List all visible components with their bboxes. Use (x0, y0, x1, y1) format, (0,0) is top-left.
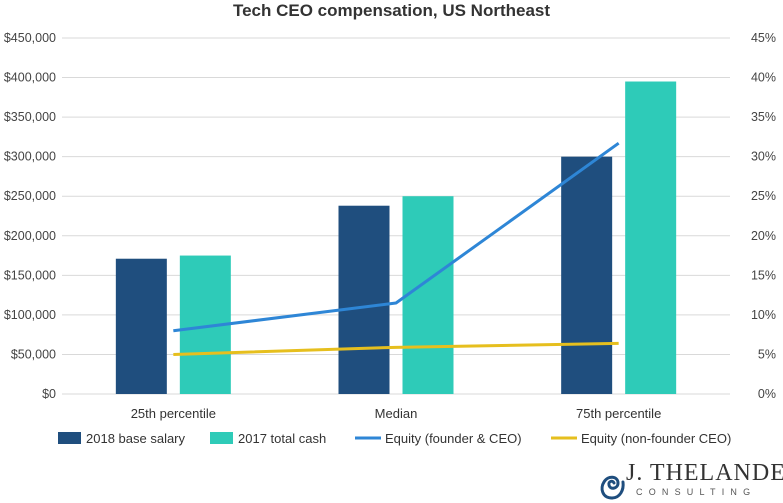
series-lines (173, 141, 620, 356)
right-tick-label: 45% (751, 31, 776, 45)
left-tick-label: $0 (42, 387, 56, 401)
series-line (173, 141, 620, 333)
left-tick-label: $200,000 (4, 229, 56, 243)
category-label: Median (375, 406, 418, 421)
right-tick-label: 10% (751, 308, 776, 322)
right-tick-label: 0% (758, 387, 776, 401)
left-tick-label: $450,000 (4, 31, 56, 45)
bar (402, 196, 454, 394)
gridlines (62, 37, 730, 395)
right-tick-label: 5% (758, 347, 776, 361)
category-label: 75th percentile (576, 406, 661, 421)
left-tick-label: $100,000 (4, 308, 56, 322)
right-tick-label: 15% (751, 268, 776, 282)
legend-label: Equity (non-founder CEO) (581, 431, 731, 446)
legend-label: 2018 base salary (86, 431, 186, 446)
brand-logo: J. THELANDER CONSULTING (598, 460, 783, 503)
left-tick-label: $50,000 (11, 347, 56, 361)
left-tick-label: $150,000 (4, 268, 56, 282)
right-tick-label: 25% (751, 189, 776, 203)
bar (625, 81, 677, 394)
right-tick-label: 20% (751, 229, 776, 243)
right-tick-label: 35% (751, 110, 776, 124)
logo-subtitle: CONSULTING (636, 487, 757, 497)
bar (338, 205, 390, 394)
left-tick-label: $350,000 (4, 110, 56, 124)
right-tick-label: 30% (751, 150, 776, 164)
bars (115, 81, 677, 394)
right-tick-label: 40% (751, 71, 776, 85)
right-axis: 0% 5% 10% 15% 20% 25% 30% 35% 40% 45% (751, 31, 776, 401)
left-axis: $0 $50,000 $100,000 $150,000 $200,000 $250,00… (4, 31, 56, 401)
legend-label: Equity (founder & CEO) (385, 431, 522, 446)
swirl-icon (600, 475, 625, 500)
left-tick-label: $300,000 (4, 150, 56, 164)
legend-swatch (58, 432, 81, 444)
logo-name: J. THELANDER (626, 460, 783, 486)
chart-title: Tech CEO compensation, US Northeast (232, 1, 551, 20)
legend: 2018 base salary 2017 total cash Equity (f… (58, 431, 731, 446)
bar (115, 258, 167, 394)
legend-label: 2017 total cash (238, 431, 326, 446)
left-tick-label: $250,000 (4, 189, 56, 203)
series-line (173, 341, 619, 356)
left-tick-label: $400,000 (4, 71, 56, 85)
bar (561, 156, 613, 394)
legend-swatch (210, 432, 233, 444)
category-labels: 25th percentile Median 75th percentile (131, 406, 662, 421)
category-label: 25th percentile (131, 406, 216, 421)
